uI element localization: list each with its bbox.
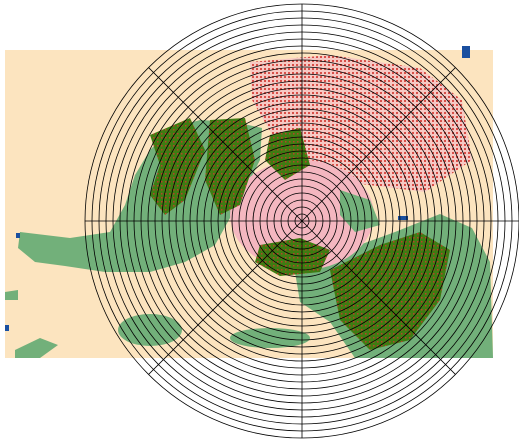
olive-area — [150, 118, 205, 215]
water — [5, 325, 9, 331]
radial-line — [301, 220, 456, 375]
range-rings — [84, 3, 519, 439]
radial-line — [148, 67, 303, 222]
water — [462, 46, 470, 58]
green-area — [340, 190, 380, 232]
green-area — [5, 290, 18, 300]
green-area — [230, 328, 310, 348]
radial-line — [301, 67, 456, 222]
radial-line — [148, 220, 303, 375]
green-area — [15, 338, 58, 358]
water — [398, 216, 408, 220]
olive-area — [205, 118, 255, 215]
green-area — [118, 314, 182, 346]
water — [16, 233, 20, 238]
